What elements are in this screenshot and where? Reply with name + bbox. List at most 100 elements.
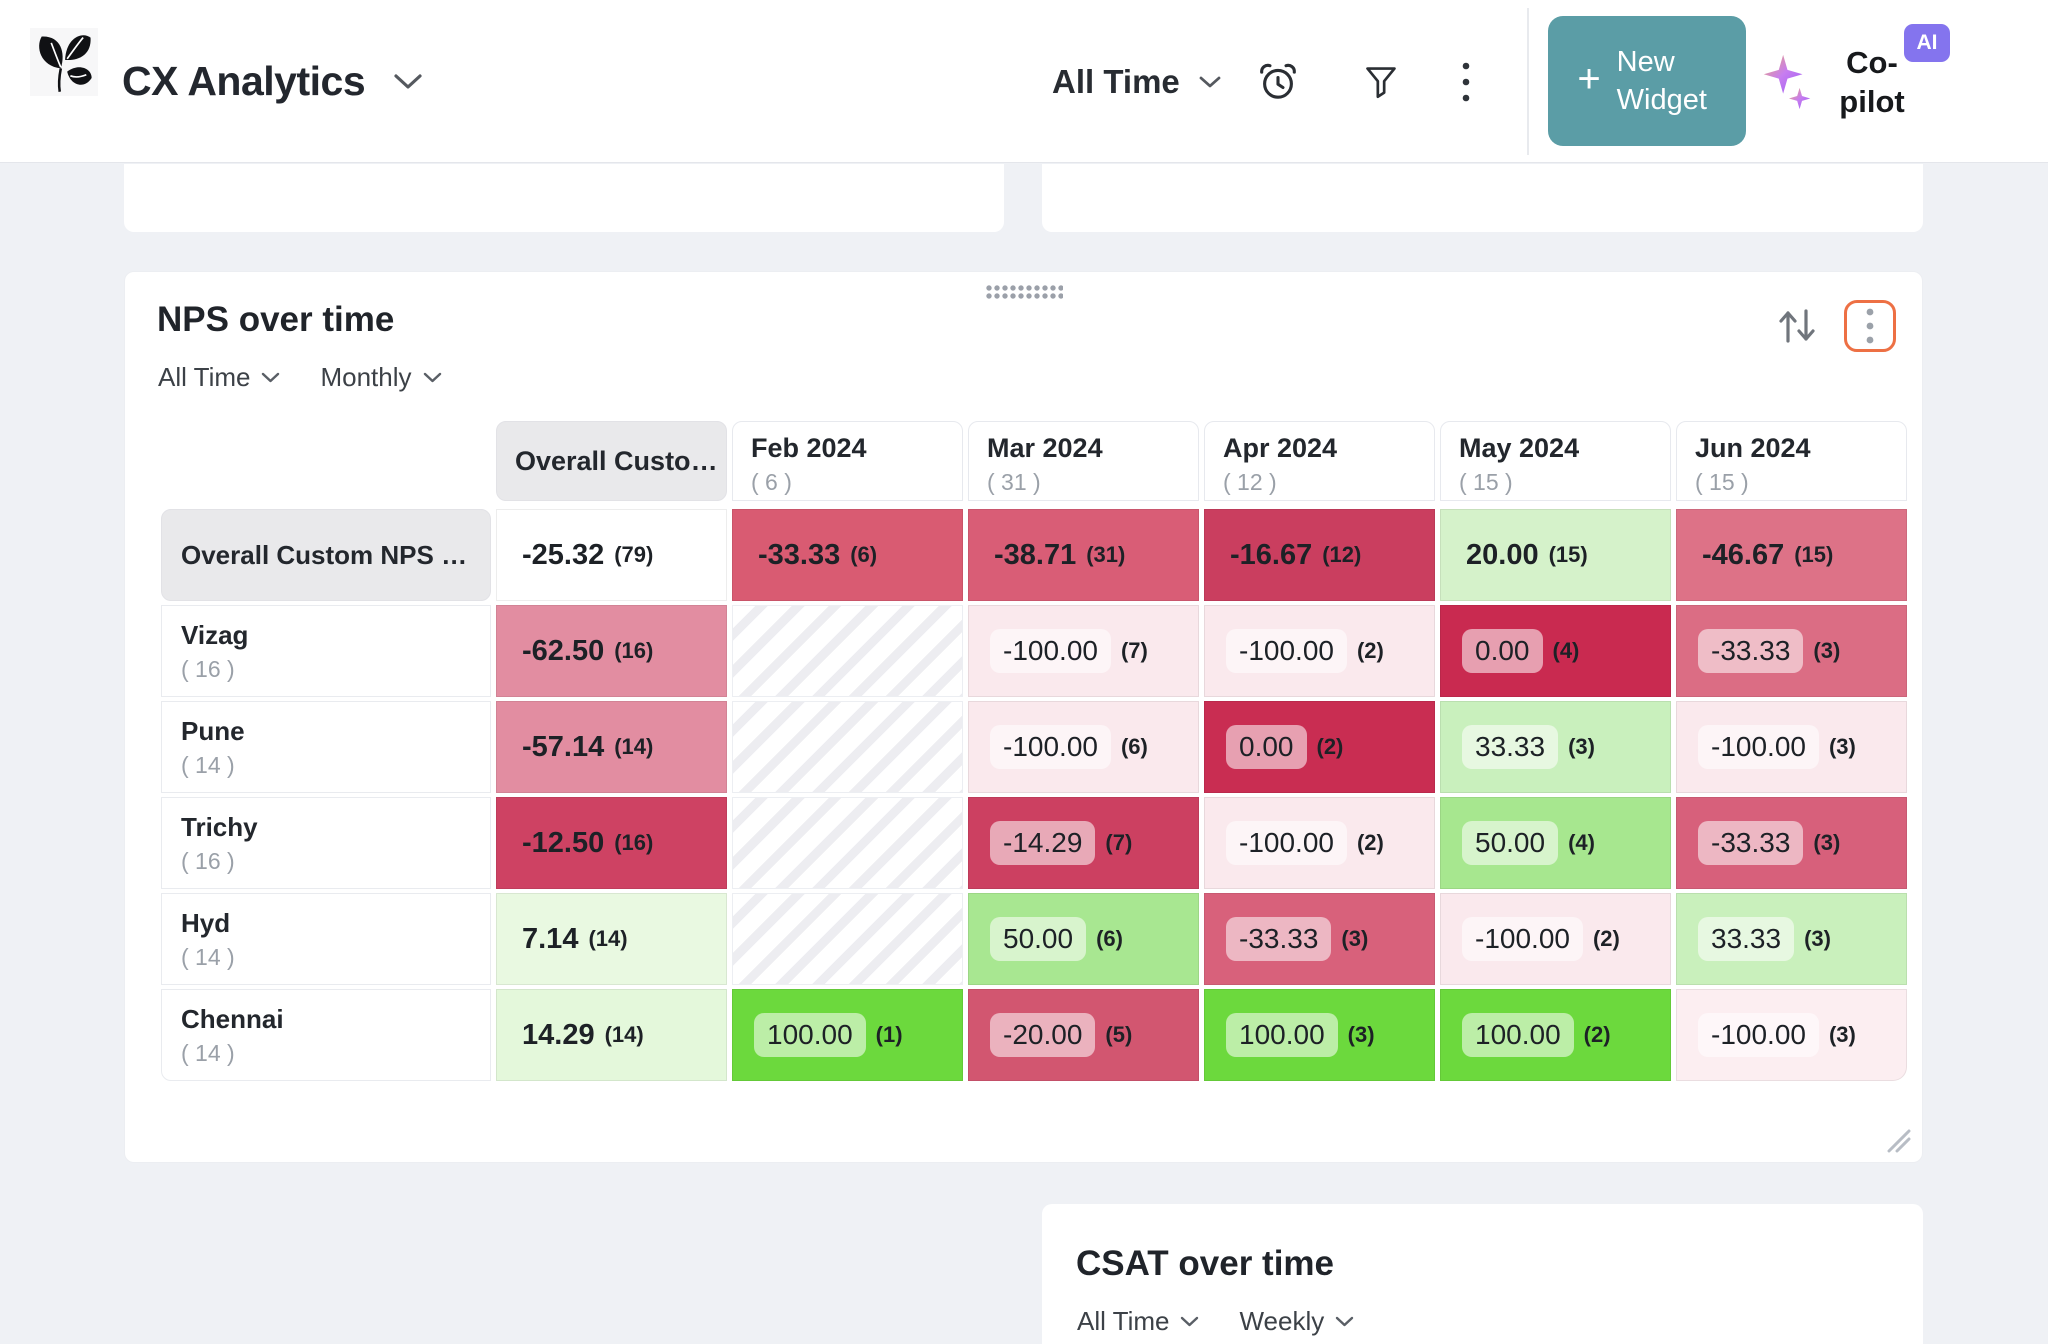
nps-cell-value: -100.00 (1226, 821, 1347, 865)
ai-badge: AI (1904, 24, 1950, 62)
schedule-alert-button[interactable] (1256, 0, 1300, 163)
nps-heatmap-table: Overall Custom... Feb 2024 ( 6 ) Mar 2024 ( … (161, 421, 1907, 1081)
nps-cell[interactable]: 50.00 (6) (968, 893, 1199, 985)
nps-cell[interactable]: 100.00 (1) (732, 989, 963, 1081)
nps-cell[interactable]: 7.14 (14) (496, 893, 727, 985)
sparkle-icon (1763, 54, 1811, 109)
nps-cell-value: -33.33 (758, 538, 841, 571)
row-header[interactable]: Overall Custom NPS Calcu... (161, 509, 491, 601)
nps-cell-count: (3) (1813, 638, 1841, 663)
nps-cell[interactable]: -38.71 (31) (968, 509, 1199, 601)
nps-cell[interactable]: 100.00 (3) (1204, 989, 1435, 1081)
widget-granularity-filter[interactable]: Monthly (320, 362, 441, 393)
nps-cell-value: -100.00 (1226, 629, 1347, 673)
new-widget-button[interactable]: + New Widget (1548, 16, 1746, 146)
nps-cell[interactable]: -100.00 (7) (968, 605, 1199, 697)
nps-cell[interactable]: -100.00 (3) (1676, 989, 1907, 1081)
row-header[interactable]: Vizag ( 16 ) (161, 605, 491, 697)
copilot-button[interactable]: Co-pilot (1756, 0, 1914, 163)
row-header[interactable]: Trichy ( 16 ) (161, 797, 491, 889)
nps-cell-count: (7) (1105, 830, 1133, 855)
nps-cell-count: (3) (1568, 734, 1595, 759)
nps-cell[interactable]: -33.33 (3) (1676, 605, 1907, 697)
nps-cell[interactable]: -62.50 (16) (496, 605, 727, 697)
nps-cell-value: -100.00 (990, 629, 1111, 673)
nps-cell-count: (2) (1316, 734, 1344, 759)
widget-time-filter[interactable]: All Time (1077, 1306, 1199, 1337)
row-header-count: ( 14 ) (181, 1039, 235, 1066)
nps-cell[interactable]: -100.00 (6) (968, 701, 1199, 793)
column-header[interactable]: Feb 2024 ( 6 ) (732, 421, 963, 501)
nps-cell[interactable]: -12.50 (16) (496, 797, 727, 889)
sort-button[interactable] (1774, 305, 1820, 347)
drag-handle[interactable] (984, 284, 1063, 300)
nps-cell-value: -100.00 (1698, 1013, 1819, 1057)
nps-cell[interactable]: -20.00 (5) (968, 989, 1199, 1081)
nps-cell[interactable]: -100.00 (2) (1204, 605, 1435, 697)
nps-cell[interactable]: -100.00 (2) (1204, 797, 1435, 889)
resize-handle[interactable] (1884, 1126, 1912, 1154)
nps-cell-count: (3) (1813, 830, 1841, 855)
workspace-switcher[interactable]: CX Analytics (122, 0, 423, 163)
nps-cell[interactable]: 50.00 (4) (1440, 797, 1671, 889)
nps-cell[interactable]: -57.14 (14) (496, 701, 727, 793)
nps-cell[interactable]: 100.00 (2) (1440, 989, 1671, 1081)
row-header[interactable]: Hyd ( 14 ) (161, 893, 491, 985)
nps-cell[interactable]: 33.33 (3) (1440, 701, 1671, 793)
nps-cell-no-data[interactable] (732, 605, 963, 697)
nps-cell[interactable]: -46.67 (15) (1676, 509, 1907, 601)
nps-cell[interactable]: 20.00 (15) (1440, 509, 1671, 601)
widget-title: NPS over time (157, 300, 395, 339)
column-header[interactable]: Overall Custom... (496, 421, 727, 501)
nps-cell[interactable]: 14.29 (14) (496, 989, 727, 1081)
nps-cell-no-data[interactable] (732, 893, 963, 985)
row-header-label: Pune (181, 715, 245, 746)
global-time-filter[interactable]: All Time (1052, 0, 1222, 163)
widget-menu-button[interactable] (1844, 300, 1896, 352)
column-header-label: Apr 2024 (1223, 433, 1338, 463)
filter-button[interactable] (1362, 0, 1400, 163)
more-options-button[interactable] (1460, 0, 1472, 163)
nps-cell-count: (2) (1583, 1022, 1611, 1047)
row-header[interactable]: Pune ( 14 ) (161, 701, 491, 793)
nps-cell-value: 14.29 (522, 1018, 595, 1051)
table-corner-spacer (161, 421, 491, 505)
new-widget-label: New Widget (1616, 46, 1707, 116)
widget-time-filter[interactable]: All Time (158, 362, 280, 393)
nps-cell-count: (79) (614, 542, 654, 567)
nps-cell-count: (6) (1120, 734, 1148, 759)
nps-cell-count: (3) (1828, 1022, 1856, 1047)
nps-cell-count: (16) (614, 830, 654, 855)
column-header[interactable]: Apr 2024 ( 12 ) (1204, 421, 1435, 501)
nps-cell[interactable]: -100.00 (3) (1676, 701, 1907, 793)
nps-cell[interactable]: -16.67 (12) (1204, 509, 1435, 601)
sort-icon (1779, 309, 1815, 343)
nps-cell-no-data[interactable] (732, 701, 963, 793)
nps-cell-count: (14) (604, 1022, 644, 1047)
column-header[interactable]: Mar 2024 ( 31 ) (968, 421, 1199, 501)
row-header[interactable]: Chennai ( 14 ) (161, 989, 491, 1081)
column-header-count: ( 15 ) (1459, 469, 1513, 495)
nps-cell-value: -33.33 (1698, 821, 1804, 865)
nps-cell-value: -100.00 (1698, 725, 1819, 769)
nps-cell[interactable]: -33.33 (3) (1204, 893, 1435, 985)
column-header[interactable]: May 2024 ( 15 ) (1440, 421, 1671, 501)
nps-cell[interactable]: 33.33 (3) (1676, 893, 1907, 985)
nps-cell-no-data[interactable] (732, 797, 963, 889)
chevron-down-icon (423, 372, 441, 383)
nps-cell[interactable]: -100.00 (2) (1440, 893, 1671, 985)
nps-cell-count: (4) (1568, 830, 1595, 855)
nps-cell-count: (3) (1347, 1022, 1375, 1047)
nps-cell[interactable]: -33.33 (3) (1676, 797, 1907, 889)
widget-granularity-filter[interactable]: Weekly (1239, 1306, 1354, 1337)
nps-cell[interactable]: -14.29 (7) (968, 797, 1199, 889)
nps-cell[interactable]: 0.00 (2) (1204, 701, 1435, 793)
nps-cell-count: (6) (850, 542, 878, 567)
nps-cell-value: 50.00 (990, 917, 1087, 961)
nps-cell[interactable]: -25.32 (79) (496, 509, 727, 601)
nps-cell[interactable]: 0.00 (4) (1440, 605, 1671, 697)
nps-cell-count: (15) (1548, 542, 1588, 567)
column-header-label: Overall Custom... (515, 445, 718, 476)
nps-cell[interactable]: -33.33 (6) (732, 509, 963, 601)
column-header[interactable]: Jun 2024 ( 15 ) (1676, 421, 1907, 501)
